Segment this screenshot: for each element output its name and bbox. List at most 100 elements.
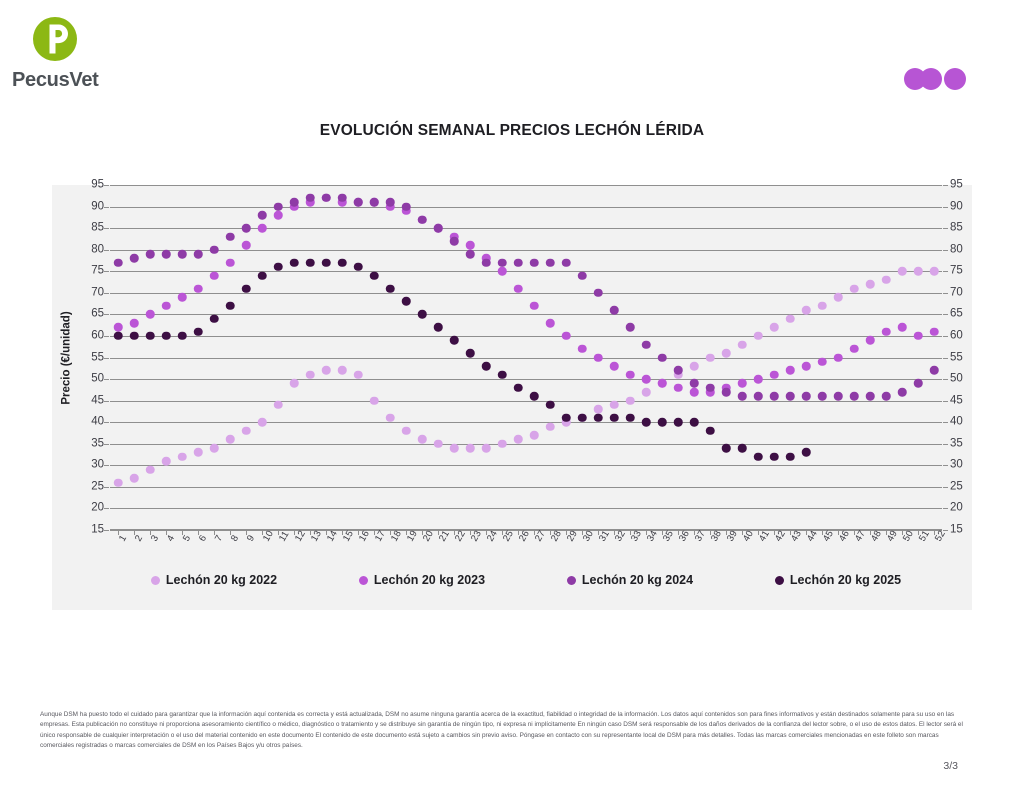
data-point <box>369 396 379 405</box>
data-point <box>577 344 587 354</box>
data-point <box>801 448 811 457</box>
x-tick <box>806 530 807 535</box>
y-axis-label-right: 75 <box>950 264 963 277</box>
y-axis-label-left: 95 <box>91 178 104 191</box>
x-tick <box>502 530 503 535</box>
data-point <box>641 417 651 427</box>
y-tick-right <box>943 249 948 251</box>
data-point <box>129 318 139 328</box>
data-point <box>673 383 683 392</box>
data-point <box>801 305 811 315</box>
legend-item-0[interactable]: Lechón 20 kg 2022 <box>150 573 277 587</box>
data-point <box>385 284 395 293</box>
data-point <box>385 413 395 423</box>
data-point <box>881 327 891 336</box>
data-point <box>337 258 347 267</box>
data-point <box>657 379 667 388</box>
y-axis-label-right: 30 <box>950 458 963 471</box>
y-tick-left <box>104 508 109 510</box>
y-tick-right <box>943 185 948 186</box>
data-point <box>929 366 939 375</box>
data-point <box>817 301 827 310</box>
y-axis-label-right: 50 <box>950 372 963 385</box>
y-tick-right <box>943 379 948 381</box>
data-point <box>145 310 155 319</box>
data-point <box>625 323 635 332</box>
legend-swatch-icon <box>566 575 576 585</box>
y-tick-left <box>104 185 109 186</box>
gridline <box>110 335 942 337</box>
data-point <box>721 383 731 392</box>
data-point <box>161 456 171 466</box>
data-point <box>401 297 411 306</box>
y-axis-label-right: 90 <box>950 199 963 212</box>
data-point <box>705 353 715 362</box>
data-point <box>369 198 379 207</box>
data-point <box>145 249 155 259</box>
data-point <box>113 323 123 332</box>
data-point <box>481 361 491 371</box>
data-point <box>721 348 731 358</box>
legend-item-3[interactable]: Lechón 20 kg 2025 <box>774 573 901 587</box>
data-point <box>737 379 747 388</box>
y-tick-left <box>104 335 109 337</box>
gridline <box>110 185 942 186</box>
data-point <box>673 417 683 427</box>
data-point <box>561 413 571 423</box>
data-point <box>849 392 859 401</box>
x-tick <box>294 530 295 535</box>
y-axis-label-left: 60 <box>91 329 104 342</box>
y-tick-right <box>943 465 948 467</box>
data-point <box>193 284 203 293</box>
data-point <box>545 400 555 410</box>
legend-item-1[interactable]: Lechón 20 kg 2023 <box>358 573 485 587</box>
data-point <box>273 210 283 220</box>
data-point <box>353 370 363 379</box>
x-tick <box>582 530 583 535</box>
x-tick <box>694 530 695 535</box>
legend-swatch-icon <box>774 575 784 585</box>
x-tick <box>678 530 679 535</box>
data-point <box>113 258 123 267</box>
y-axis-label-left: 15 <box>91 523 104 536</box>
y-axis-label-right: 35 <box>950 437 963 449</box>
y-axis-title-text: Precio (€/unidad) <box>61 310 74 405</box>
y-tick-left <box>104 292 109 294</box>
data-point <box>209 443 219 453</box>
data-point <box>529 301 539 310</box>
data-point <box>545 422 555 431</box>
x-tick <box>454 530 455 535</box>
data-point <box>257 271 267 280</box>
plot-area <box>104 185 948 531</box>
data-point <box>737 392 747 401</box>
data-point <box>769 392 779 401</box>
data-point <box>897 323 907 332</box>
data-point <box>785 366 795 375</box>
y-tick-right <box>943 422 948 424</box>
data-point <box>241 241 251 250</box>
data-point <box>593 288 603 298</box>
legend-item-2[interactable]: Lechón 20 kg 2024 <box>566 573 693 587</box>
data-point <box>577 271 587 280</box>
data-point <box>385 198 395 207</box>
data-point <box>401 202 411 211</box>
data-point <box>913 331 923 341</box>
y-axis-label-right: 85 <box>950 221 963 234</box>
pecusvet-p-circle-icon <box>33 17 77 61</box>
brand-logo-text: PecusVet <box>12 69 99 91</box>
gridline <box>110 314 942 316</box>
x-tick <box>630 530 631 535</box>
x-axis-ticks <box>110 530 942 536</box>
data-point <box>609 361 619 371</box>
data-point <box>209 245 219 254</box>
data-point <box>385 202 395 211</box>
data-point <box>321 193 331 203</box>
y-axis-label-right: 65 <box>950 307 963 320</box>
data-point <box>145 331 155 341</box>
data-point <box>129 474 139 483</box>
x-tick <box>662 530 663 535</box>
data-point <box>481 254 491 263</box>
data-point <box>401 426 411 436</box>
x-tick <box>614 530 615 535</box>
x-tick <box>710 530 711 535</box>
